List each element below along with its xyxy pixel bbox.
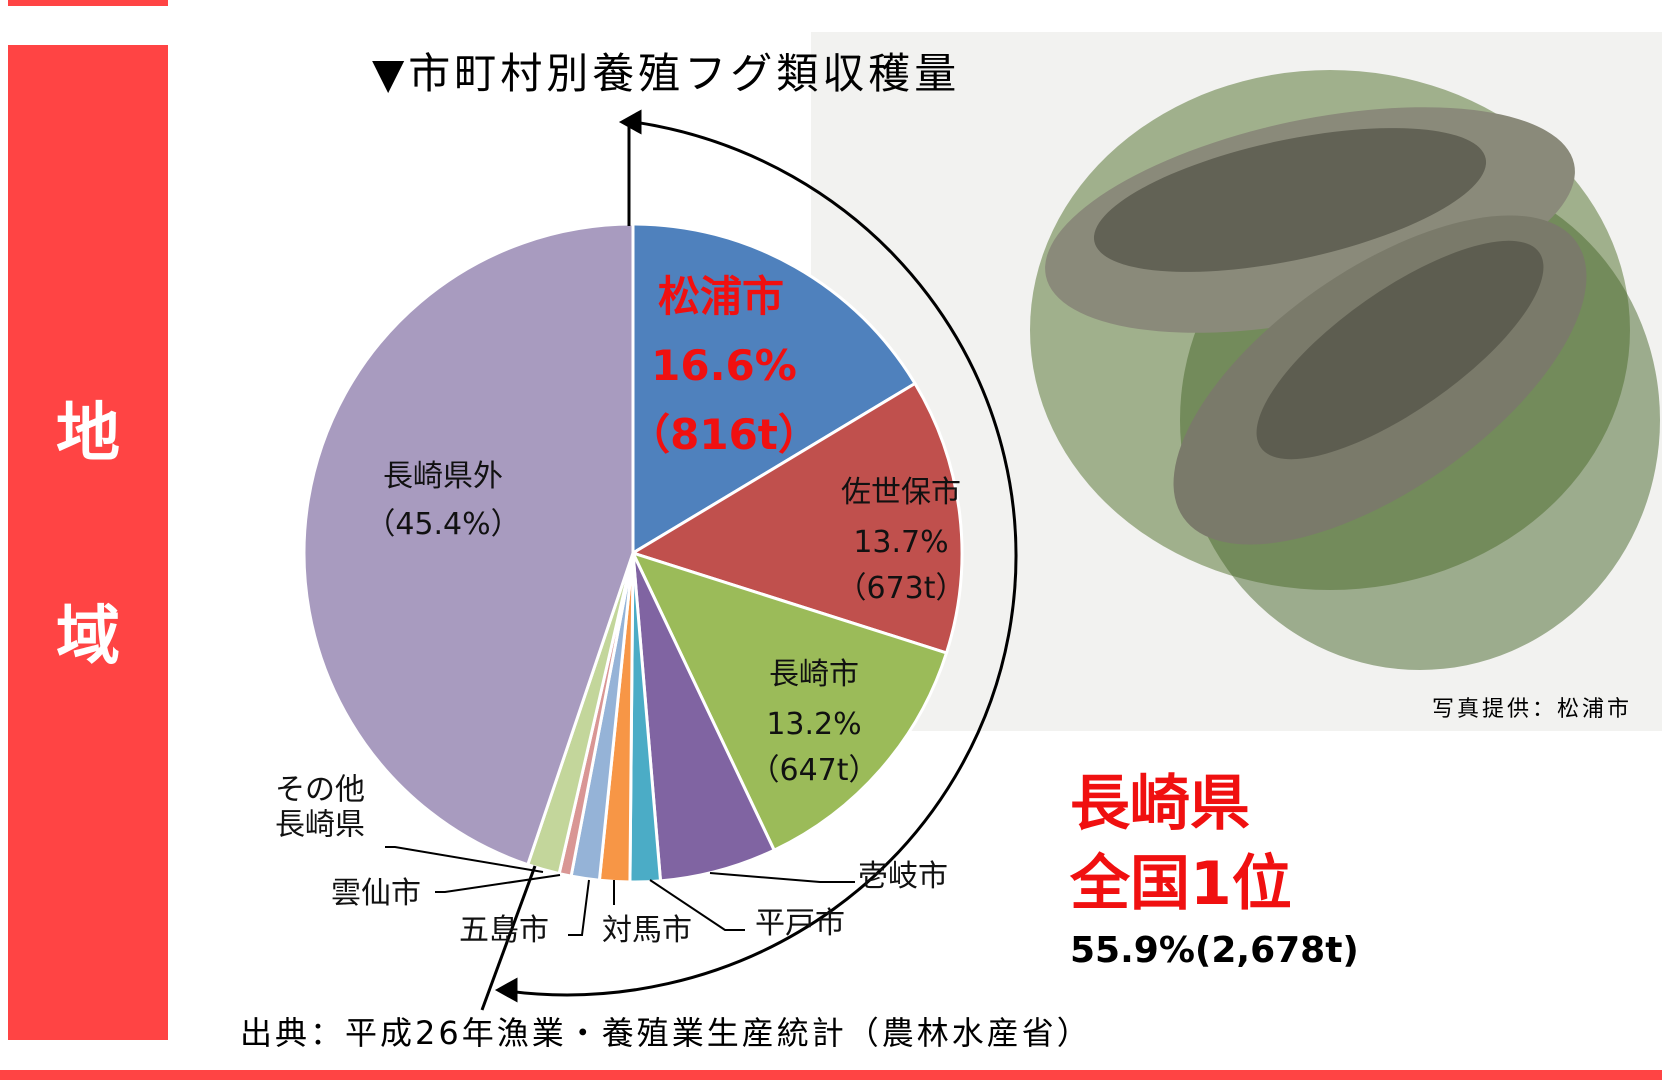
page: 地 域 ▼市町村別養殖フグ類収穫量 出典：平成26年漁業・養殖業生産統計（農林水… <box>0 0 1662 1080</box>
summary-title: 長崎県 <box>1070 770 1250 839</box>
value-label: 16.6% <box>651 342 797 390</box>
value-label: （45.4%） <box>365 508 520 543</box>
slice-label: 長崎市 <box>769 658 859 693</box>
amount-label: （816t） <box>628 411 820 459</box>
amount-label: （673t） <box>836 572 965 607</box>
top-bar <box>8 0 168 6</box>
slice-label: 壱岐市 <box>858 860 948 895</box>
slice-label: 佐世保市 <box>841 476 961 511</box>
summary-rank: 全国1位 <box>1070 850 1292 919</box>
summary-detail: 55.9%(2,678t) <box>1070 930 1359 971</box>
amount-label: （647t） <box>749 754 878 789</box>
value-label: 13.2% <box>766 708 861 743</box>
value-label: 13.7% <box>853 526 948 561</box>
slice-label: 雲仙市 <box>331 877 421 912</box>
sidebar-title: 域 <box>56 601 120 675</box>
slice-label: 松浦市 <box>658 273 784 321</box>
chart-title: ▼市町村別養殖フグ類収穫量 <box>372 50 960 98</box>
sidebar-title: 地 <box>56 398 120 472</box>
bottom-bar <box>0 1070 1662 1080</box>
sidebar <box>8 45 168 1040</box>
photo-credit: 写真提供：松浦市 <box>1432 697 1632 722</box>
slice-label: 対馬市 <box>602 914 692 949</box>
slice-label: その他 長崎県 <box>275 774 365 843</box>
source: 出典：平成26年漁業・養殖業生産統計（農林水産省） <box>240 1015 1092 1052</box>
slice-label: 長崎県外 <box>383 460 503 495</box>
slice-label: 平戸市 <box>755 907 845 942</box>
slice-label: 五島市 <box>459 914 549 949</box>
